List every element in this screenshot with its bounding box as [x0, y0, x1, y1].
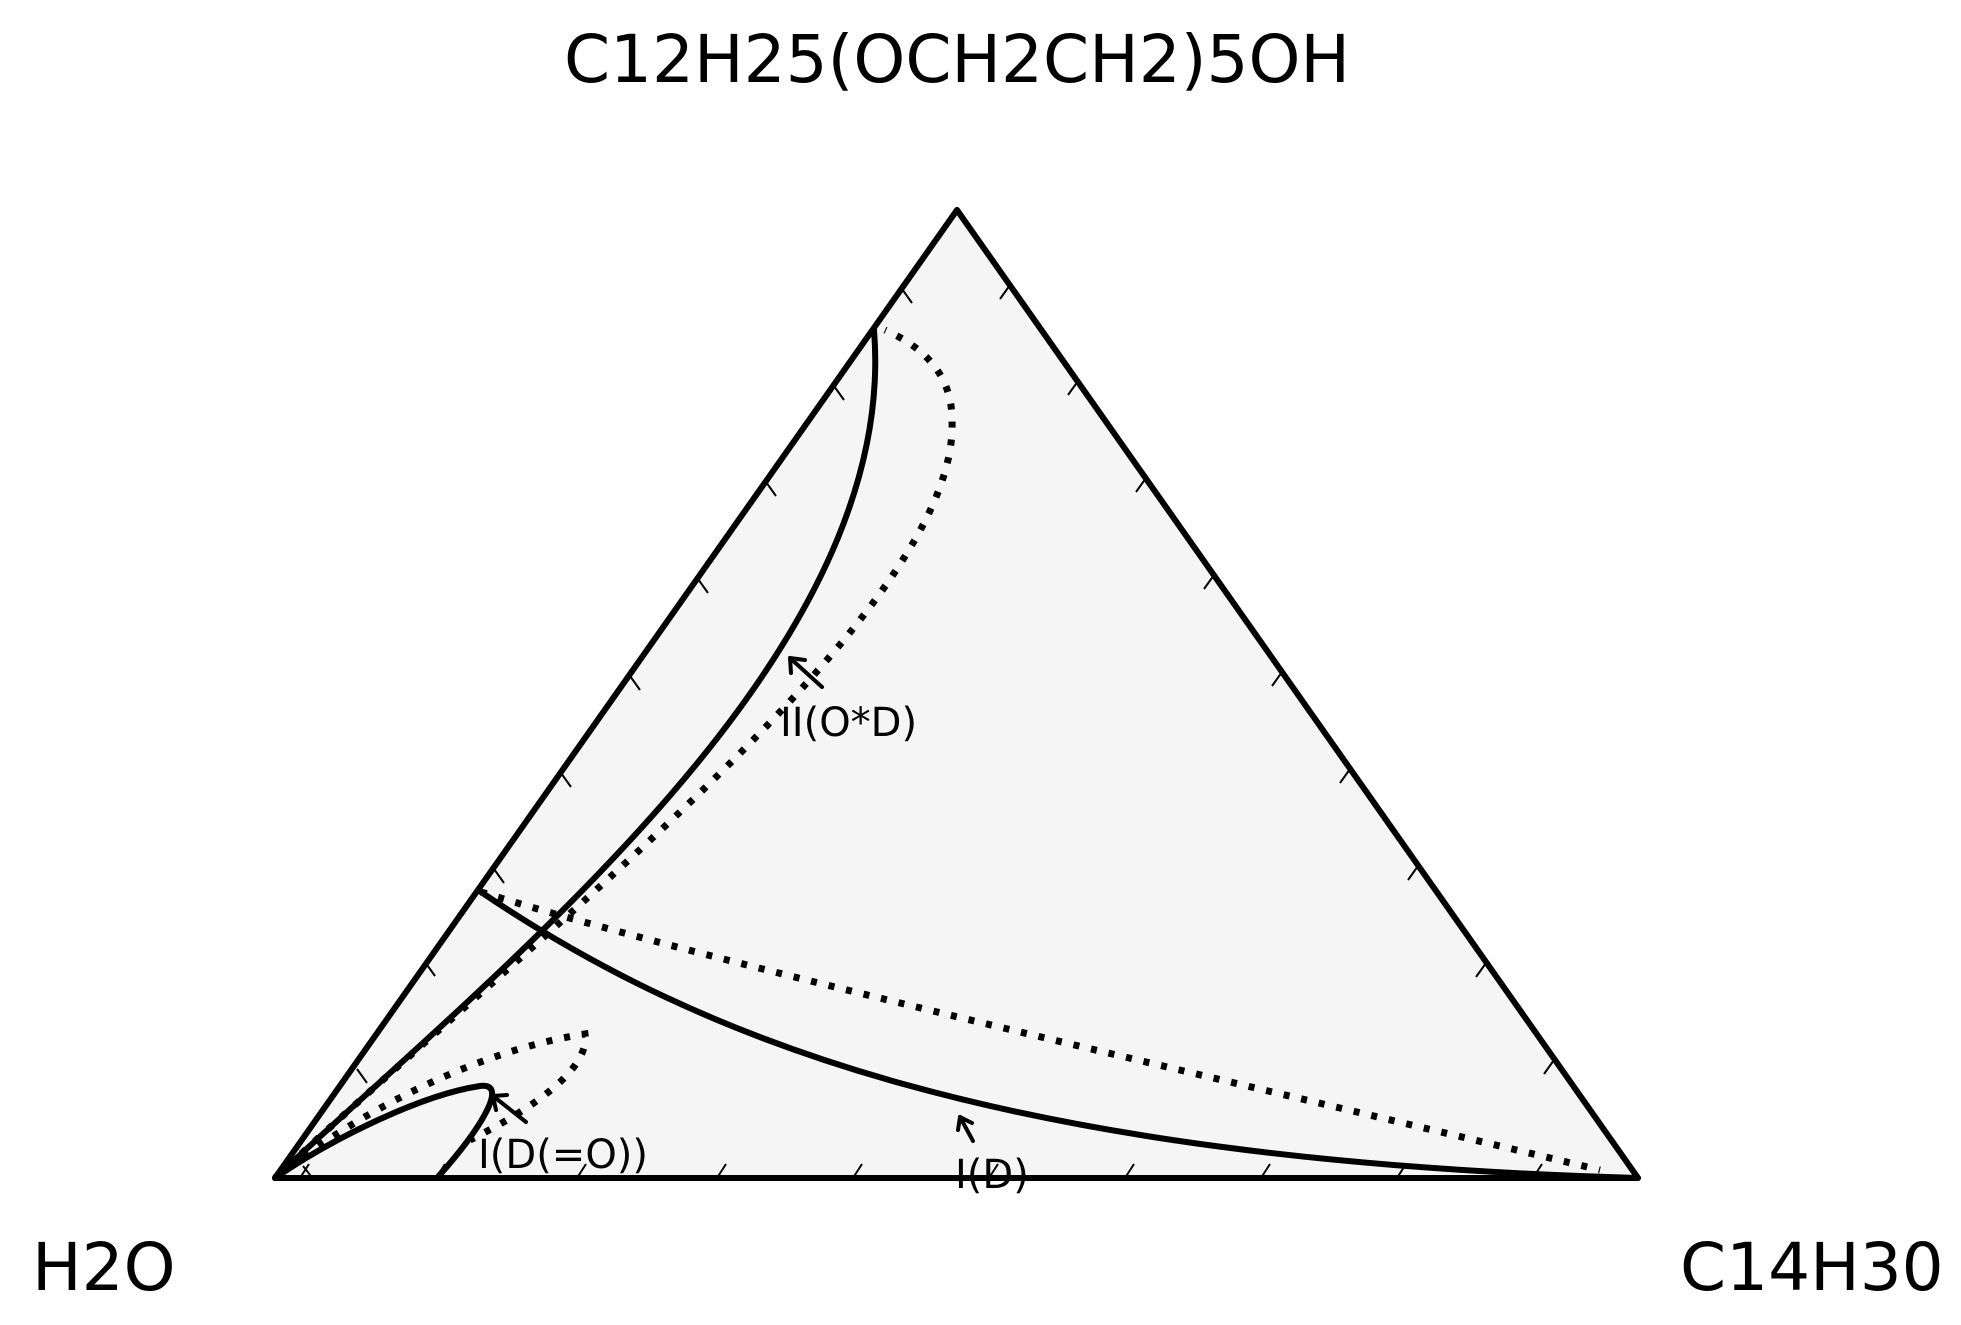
- one-phase-boundary-solid: [478, 889, 1641, 1181]
- droplet-lobe-solid: [272, 1082, 496, 1181]
- ternary-triangle: [272, 207, 1641, 1181]
- droplet-lobe-dotted: [272, 1030, 589, 1181]
- vertex-label-right: C14H30: [1680, 1229, 1944, 1306]
- arrow-two-phase: [788, 656, 824, 689]
- curve-label-droplet: I(D(=O)): [478, 1132, 648, 1178]
- curve-label-two-phase: II(O*D): [780, 700, 917, 746]
- curve-label-one-phase: I(D): [955, 1152, 1029, 1198]
- two-phase-boundary-dotted: [272, 326, 956, 1181]
- left-edge-ticks: [302, 288, 913, 1181]
- vertex-label-left: H2O: [32, 1229, 176, 1306]
- two-phase-boundary-solid: [272, 327, 879, 1181]
- arrow-one-phase: [956, 1115, 975, 1143]
- one-phase-boundary-dotted: [479, 888, 1601, 1174]
- vertex-label-top: C12H25(OCH2CH2)5OH: [564, 21, 1350, 98]
- right-edge-ticks: [999, 284, 1555, 1075]
- arrow-droplet: [491, 1093, 528, 1124]
